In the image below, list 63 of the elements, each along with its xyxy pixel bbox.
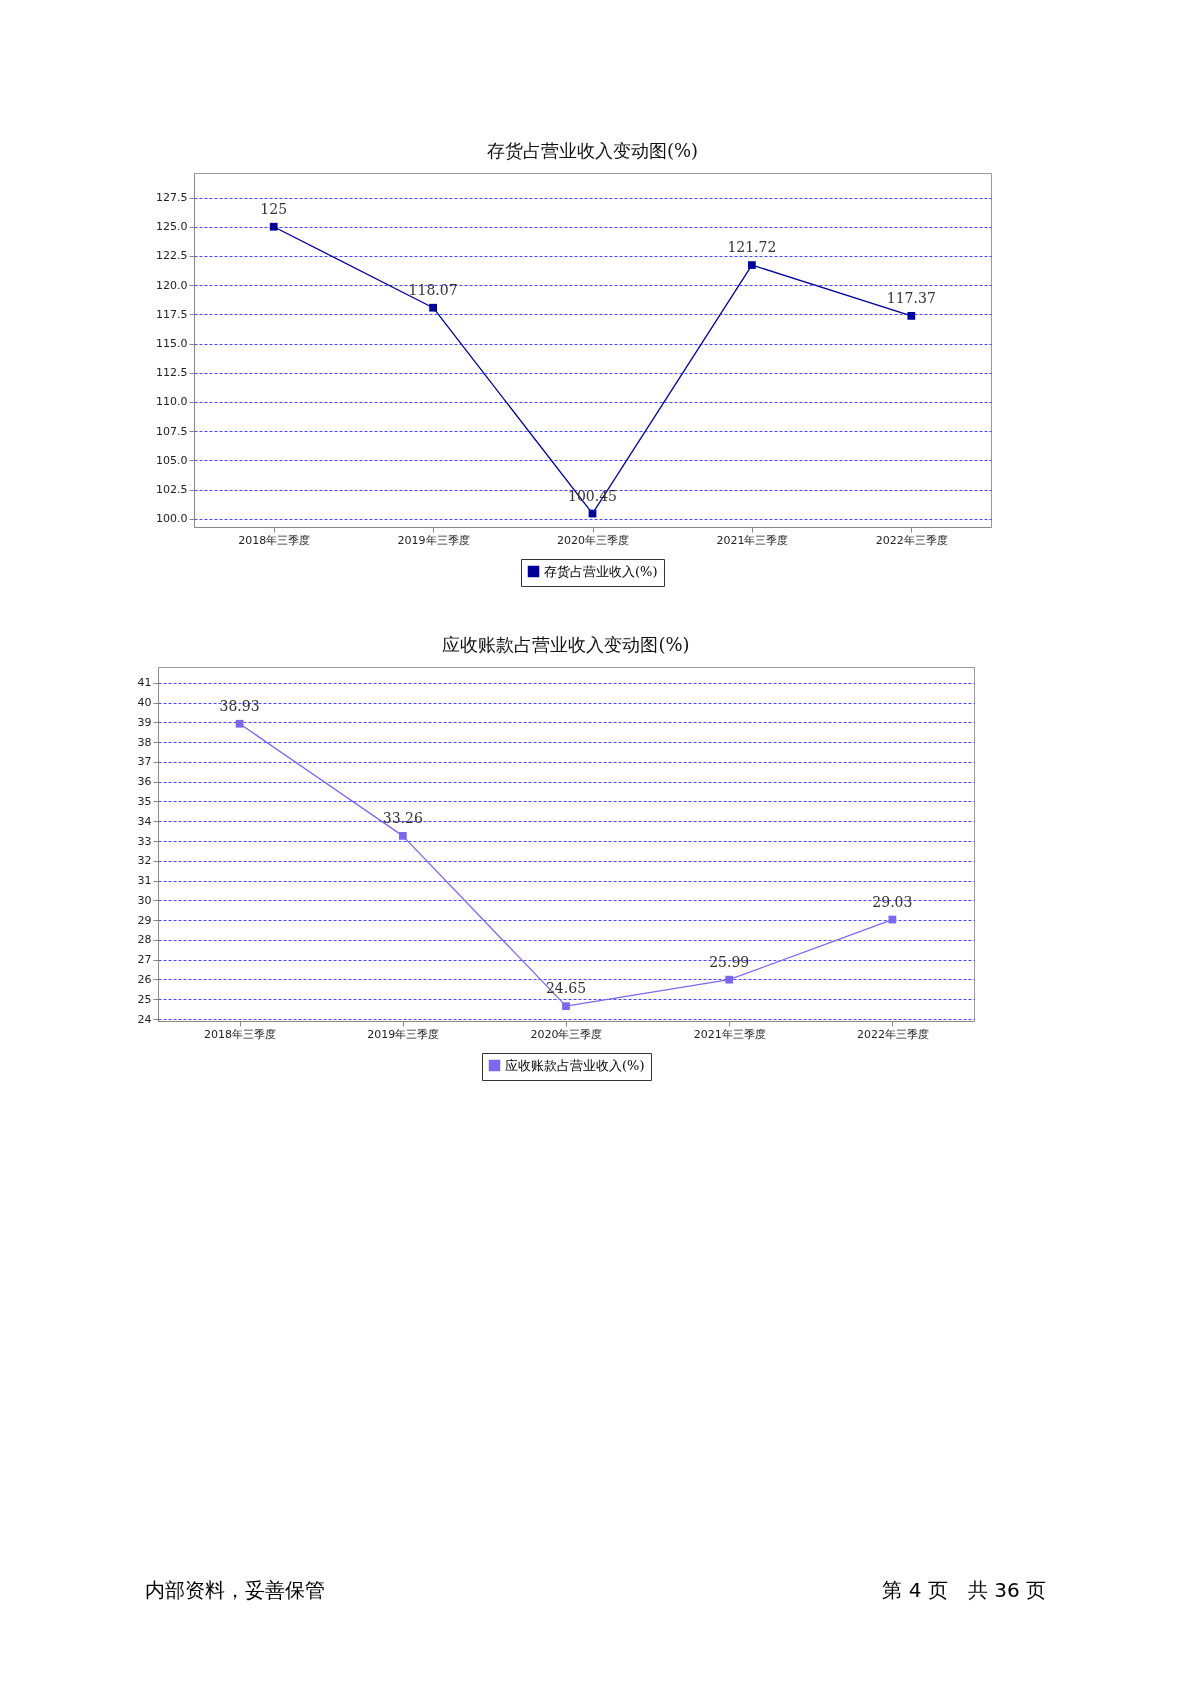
y-tick-label: 120.0: [156, 278, 188, 292]
chart-title: 应收账款占营业收入变动图(%): [442, 634, 690, 655]
y-tick-label: 29: [137, 913, 152, 927]
x-tick-label: 2022年三季度: [875, 533, 948, 547]
x-tick-label: 2018年三季度: [238, 533, 311, 547]
data-label: 118.07: [408, 281, 458, 298]
data-label: 24.65: [545, 980, 587, 997]
data-label: 29.03: [872, 893, 913, 910]
y-tick-label: 30: [137, 893, 152, 907]
y-tick-label: 27: [137, 953, 152, 967]
x-tick-label: 2022年三季度: [856, 1027, 929, 1041]
y-tick-label: 127.5: [156, 191, 188, 205]
data-label: 38.93: [219, 697, 260, 714]
point: [398, 832, 407, 840]
y-tick-label: 25: [137, 992, 152, 1006]
x-tick-label: 2020年三季度: [530, 1027, 603, 1041]
point: [907, 312, 916, 320]
y-tick-label: 107.5: [156, 424, 188, 438]
text: 内部资料，妥善保管: [145, 1577, 325, 1604]
x-tick-label: 2020年三季度: [557, 533, 629, 547]
x-tick-label: 2021年三季度: [693, 1027, 766, 1041]
y-tick-label: 100.0: [156, 512, 188, 526]
x-tick-label: 2018年三季度: [204, 1027, 277, 1041]
y-tick-label: 115.0: [156, 337, 188, 351]
y-tick-label: 102.5: [156, 483, 188, 497]
y-tick-label: 28: [137, 933, 152, 947]
y-tick-label: 110.0: [156, 395, 188, 409]
legend-label: 存货占营业收入(%): [544, 563, 658, 579]
y-tick-label: 34: [137, 814, 152, 828]
x-tick-label: 2019年三季度: [397, 533, 470, 547]
text: 第 4 页 共 36 页: [882, 1577, 1046, 1604]
point: [748, 261, 756, 269]
y-tick-label: 41: [137, 676, 152, 690]
data-label: 121.72: [727, 239, 777, 256]
y-tick-label: 37: [137, 755, 152, 769]
data-label: 33.26: [382, 809, 423, 826]
point: [725, 975, 734, 984]
chart-title: 存货占营业收入变动图(%): [486, 140, 699, 161]
y-tick-label: 117.5: [156, 307, 188, 321]
legend-label: 应收账款占营业收入(%): [505, 1057, 645, 1073]
y-tick-label: 35: [137, 794, 152, 808]
data-label: 25.99: [709, 953, 750, 970]
point: [429, 303, 437, 312]
y-tick-label: 31: [137, 874, 152, 888]
y-tick-label: 33: [137, 834, 152, 848]
y-tick-label: 112.5: [156, 366, 188, 380]
point: [235, 719, 244, 728]
data-label: 125: [260, 200, 288, 217]
y-tick-label: 105.0: [156, 453, 188, 467]
y-tick-label: 122.5: [156, 249, 188, 263]
x-tick-label: 2021年三季度: [716, 533, 789, 547]
y-tick-label: 24: [137, 1012, 152, 1026]
y-tick-label: 36: [137, 775, 152, 789]
y-tick-label: 38: [137, 735, 152, 749]
x-tick-label: 2019年三季度: [367, 1027, 440, 1041]
y-tick-label: 39: [137, 715, 152, 729]
y-tick-label: 26: [137, 972, 152, 986]
point: [562, 1002, 570, 1011]
data-label: 117.37: [886, 289, 936, 306]
y-tick-label: 40: [137, 696, 152, 710]
y-tick-label: 32: [137, 854, 152, 868]
y-tick-label: 125.0: [156, 220, 188, 234]
point: [269, 222, 278, 231]
